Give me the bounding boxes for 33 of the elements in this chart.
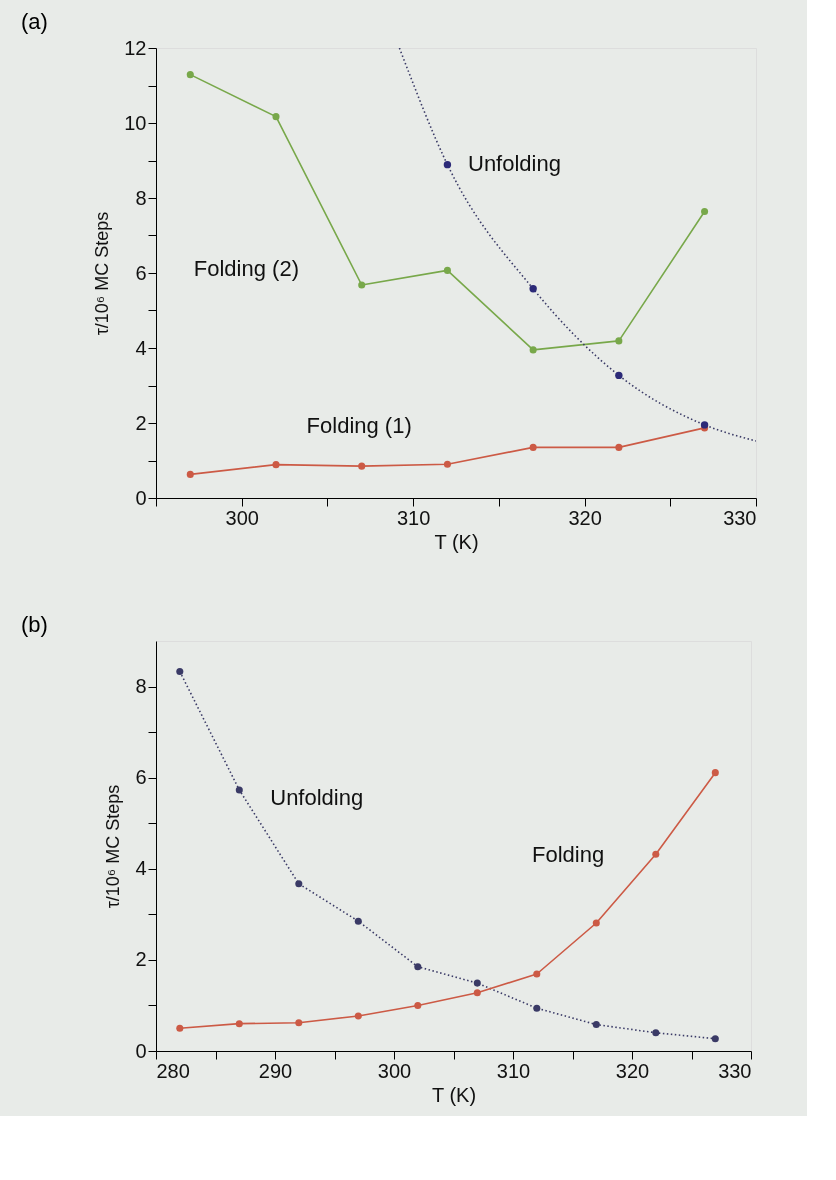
- x-tick-label: 300: [225, 506, 259, 529]
- series-label: Folding (1): [306, 413, 412, 438]
- x-tick-label: 310: [496, 1059, 531, 1082]
- chart-title: (a): [21, 9, 48, 34]
- y-axis-title: τ/10⁶ MC Steps: [103, 784, 124, 909]
- y-tick-label: 10: [124, 111, 147, 134]
- y-tick-label: 0: [135, 1039, 147, 1062]
- y-tick-label: 0: [135, 486, 147, 509]
- y-tick-label: 6: [135, 261, 147, 284]
- y-tick-label: 8: [135, 675, 147, 698]
- y-axis-title: τ/10⁶ MC Steps: [92, 211, 113, 336]
- x-axis-title: T (K): [434, 530, 479, 553]
- series-label: Unfolding: [468, 151, 561, 177]
- y-tick-label: 12: [124, 36, 147, 59]
- x-tick-label: 280: [156, 1059, 190, 1082]
- y-tick-label: 4: [135, 336, 147, 359]
- y-tick-label: 2: [135, 948, 147, 971]
- x-axis-title: T (K): [431, 1083, 477, 1106]
- x-tick-label: 330: [723, 506, 757, 529]
- series-label: Unfolding: [270, 785, 364, 811]
- y-tick-label: 6: [135, 766, 147, 789]
- y-tick-label: 4: [135, 857, 147, 880]
- series-label: Folding: [532, 842, 605, 868]
- x-tick-label: 290: [258, 1059, 293, 1082]
- x-tick-label: 300: [377, 1059, 412, 1082]
- series-label: Folding (2): [193, 255, 299, 281]
- x-tick-label: 320: [615, 1059, 650, 1082]
- x-tick-label: 330: [718, 1059, 752, 1082]
- y-tick-label: 8: [135, 186, 147, 209]
- chart-title: (b): [21, 612, 48, 637]
- x-tick-label: 310: [396, 506, 431, 529]
- y-tick-label: 2: [135, 411, 147, 434]
- x-tick-label: 320: [568, 506, 602, 529]
